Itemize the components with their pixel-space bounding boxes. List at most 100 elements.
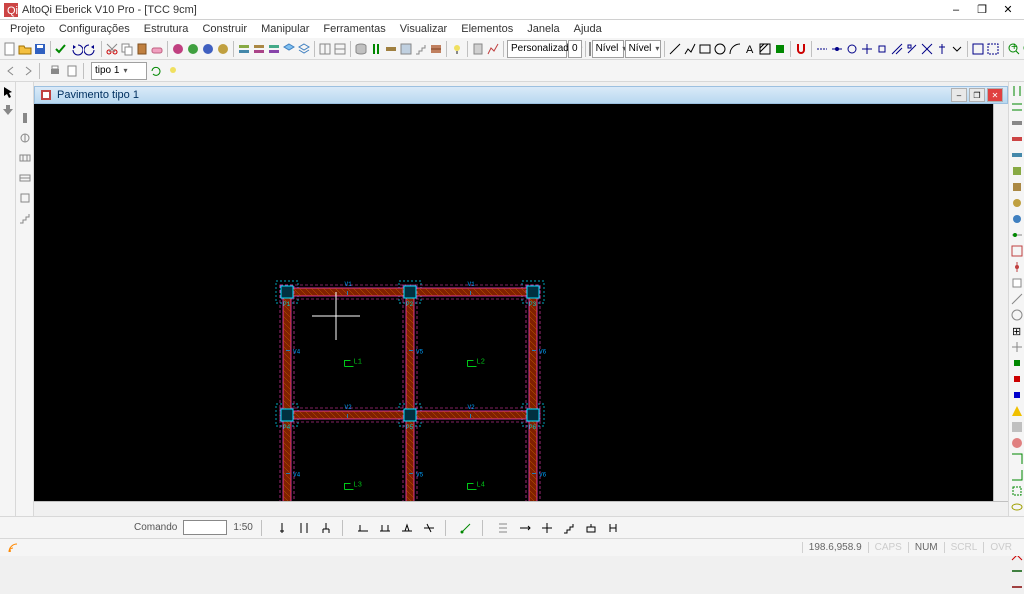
rt-6-icon[interactable] — [1009, 164, 1024, 178]
tipo-combo[interactable]: tipo 1 — [91, 62, 147, 80]
rt-8-icon[interactable] — [1009, 196, 1024, 210]
snap5-icon[interactable] — [875, 41, 889, 57]
snap9-icon[interactable] — [935, 41, 949, 57]
menu-ferramentas[interactable]: Ferramentas — [317, 23, 391, 35]
layer3-icon[interactable] — [267, 41, 281, 57]
layer2-icon[interactable] — [252, 41, 266, 57]
wall-icon[interactable] — [429, 41, 443, 57]
menu-elementos[interactable]: Elementos — [455, 23, 519, 35]
check-icon[interactable] — [54, 41, 68, 57]
eraser-icon[interactable] — [150, 41, 164, 57]
color-swatch[interactable] — [589, 42, 591, 56]
rt-4-icon[interactable] — [1009, 132, 1024, 146]
menu-ajuda[interactable]: Ajuda — [568, 23, 608, 35]
db-icon[interactable] — [354, 41, 368, 57]
undo-icon[interactable] — [69, 41, 83, 57]
snap8-icon[interactable] — [920, 41, 934, 57]
rt-27-icon[interactable] — [1009, 500, 1024, 514]
lt-3-icon[interactable] — [17, 150, 33, 166]
rt-9-icon[interactable] — [1009, 212, 1024, 226]
rt-17-icon[interactable] — [1009, 340, 1024, 354]
command-input[interactable] — [183, 520, 227, 535]
lt-5-icon[interactable] — [17, 190, 33, 206]
lt-1-icon[interactable] — [17, 110, 33, 126]
snap6-icon[interactable] — [890, 41, 904, 57]
block-icon[interactable] — [773, 41, 787, 57]
bb9-icon[interactable] — [495, 520, 511, 536]
rt-24-icon[interactable] — [1009, 452, 1024, 466]
menu-config[interactable]: Configurações — [53, 23, 136, 35]
nav-next-icon[interactable] — [20, 63, 36, 79]
rt-22-icon[interactable] — [1009, 420, 1024, 434]
bb10-icon[interactable] — [517, 520, 533, 536]
bb2-icon[interactable] — [296, 520, 312, 536]
cut-icon[interactable] — [105, 41, 119, 57]
rt-5-icon[interactable] — [1009, 148, 1024, 162]
rt-25-icon[interactable] — [1009, 468, 1024, 482]
zoom-win-icon[interactable] — [986, 41, 1000, 57]
bb7-icon[interactable] — [421, 520, 437, 536]
menu-estrutura[interactable]: Estrutura — [138, 23, 195, 35]
save-icon[interactable] — [33, 41, 47, 57]
rect-icon[interactable] — [698, 41, 712, 57]
circle-draw-icon[interactable] — [713, 41, 727, 57]
bb5-icon[interactable] — [377, 520, 393, 536]
col-icon[interactable] — [369, 41, 383, 57]
status-rss-icon[interactable] — [6, 541, 20, 555]
bb11-icon[interactable] — [539, 520, 555, 536]
analysis-icon[interactable] — [486, 41, 500, 57]
print-icon[interactable] — [47, 63, 63, 79]
maximize-button[interactable]: ❐ — [970, 2, 994, 18]
rt-26-icon[interactable] — [1009, 484, 1024, 498]
menu-manipular[interactable]: Manipular — [255, 23, 315, 35]
snap3-icon[interactable] — [845, 41, 859, 57]
copy-icon[interactable] — [120, 41, 134, 57]
redo-icon[interactable] — [84, 41, 98, 57]
vertical-scrollbar[interactable] — [993, 104, 1008, 501]
bb3-icon[interactable] — [318, 520, 334, 536]
menu-projeto[interactable]: Projeto — [4, 23, 51, 35]
hatch-icon[interactable] — [758, 41, 772, 57]
grid2-icon[interactable] — [333, 41, 347, 57]
nivel-label[interactable]: Nível — [592, 40, 624, 58]
rt-19-icon[interactable] — [1009, 372, 1024, 386]
calc-icon[interactable] — [471, 41, 485, 57]
rt-16-icon[interactable]: ⊞ — [1009, 324, 1024, 338]
personalizado-combo[interactable]: Personalizado — [507, 40, 567, 58]
snap7-icon[interactable] — [905, 41, 919, 57]
bb14-icon[interactable] — [605, 520, 621, 536]
circle2-icon[interactable] — [186, 41, 200, 57]
slab-icon[interactable] — [399, 41, 413, 57]
menu-janela[interactable]: Janela — [521, 23, 565, 35]
minimize-button[interactable]: – — [944, 2, 968, 18]
rt-32-icon[interactable] — [1009, 580, 1024, 594]
bulb-icon[interactable] — [165, 63, 181, 79]
layer4-icon[interactable] — [282, 41, 296, 57]
close-button[interactable]: ✕ — [996, 2, 1020, 18]
grid1-icon[interactable] — [318, 41, 332, 57]
snap2-icon[interactable] — [830, 41, 844, 57]
nivel-combo[interactable]: Nível — [625, 40, 661, 58]
rt-11-icon[interactable] — [1009, 244, 1024, 258]
rt-14-icon[interactable] — [1009, 292, 1024, 306]
new-icon[interactable] — [3, 41, 17, 57]
menu-construir[interactable]: Construir — [196, 23, 253, 35]
page-icon[interactable] — [64, 63, 80, 79]
rt-20-icon[interactable] — [1009, 388, 1024, 402]
rt-23-icon[interactable] — [1009, 436, 1024, 450]
bb8-icon[interactable] — [458, 520, 474, 536]
layer5-icon[interactable] — [297, 41, 311, 57]
rt-12-icon[interactable] — [1009, 260, 1024, 274]
beam-icon[interactable] — [384, 41, 398, 57]
drawing-canvas[interactable]: P1P2P3P4P5P6P7P8P9V1V1V2V2V3V3V4V4V5V5V6… — [34, 104, 993, 501]
bb12-icon[interactable] — [561, 520, 577, 536]
pointer-icon[interactable] — [0, 84, 16, 100]
magnet-icon[interactable] — [794, 41, 808, 57]
doc-maximize-button[interactable]: ❐ — [969, 88, 985, 102]
lt-4-icon[interactable] — [17, 170, 33, 186]
layer1-icon[interactable] — [237, 41, 251, 57]
refresh2-icon[interactable] — [148, 63, 164, 79]
doc-close-button[interactable]: ✕ — [987, 88, 1003, 102]
circle3-icon[interactable] — [201, 41, 215, 57]
zoom-ext-icon[interactable] — [971, 41, 985, 57]
